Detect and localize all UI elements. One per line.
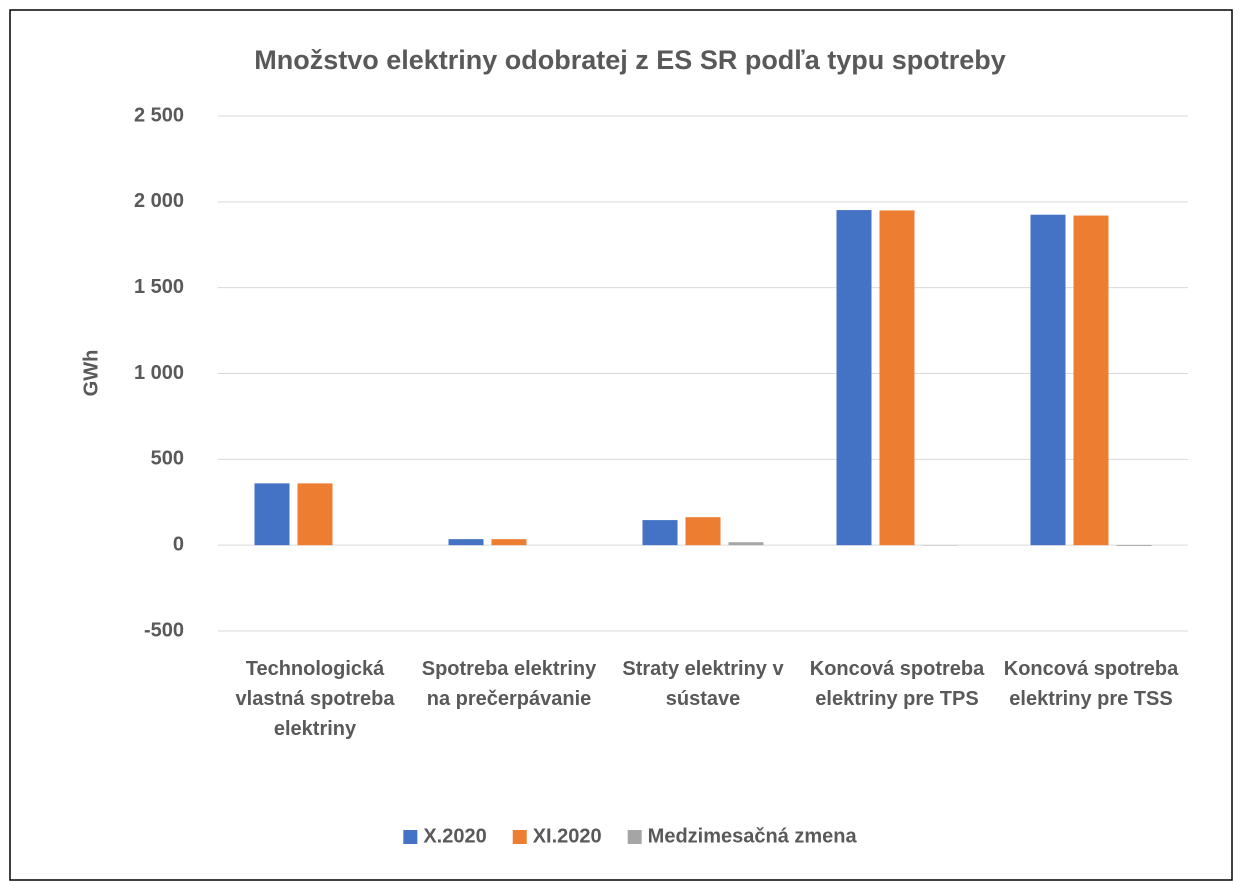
y-tick-label: 500: [151, 448, 184, 470]
y-tick-label: 1 000: [134, 362, 184, 384]
bar: [642, 520, 678, 546]
bar: [254, 483, 290, 546]
x-tick-label: Technologická vlastná spotreba elektriny: [235, 658, 395, 740]
legend-swatch: [403, 830, 418, 844]
bar: [491, 539, 527, 546]
bar: [879, 210, 915, 546]
x-tick-label: Koncová spotreba elektriny pre TSS: [1003, 658, 1179, 710]
chart-title: Množstvo elektriny odobratej z ES SR pod…: [254, 45, 1006, 75]
x-tick-label: Koncová spotreba elektriny pre TPS: [809, 658, 985, 710]
bar: [836, 210, 872, 546]
y-tick-label: 0: [173, 533, 184, 555]
legend-swatch: [512, 830, 527, 844]
y-tick-label: -500: [144, 619, 184, 641]
y-tick-label: 1 500: [134, 276, 184, 298]
chart-border: [9, 9, 1233, 881]
legend-label: Medzimesačná zmena: [648, 825, 858, 847]
legend-label: XI.2020: [533, 825, 602, 847]
bar: [1116, 545, 1152, 547]
legend-label: X.2020: [423, 825, 486, 847]
y-axis-label: GWh: [80, 350, 102, 397]
y-tick-label: 2 000: [134, 190, 184, 212]
bar: [448, 539, 484, 546]
x-tick-label: Spotreba elektriny na prečerpávanie: [421, 658, 597, 710]
y-tick-label: 2 500: [134, 104, 184, 126]
bar: [1073, 215, 1109, 546]
legend-swatch: [627, 830, 642, 844]
bar: [685, 517, 721, 546]
bar: [1030, 214, 1066, 546]
x-tick-label: Straty elektriny v sústave: [622, 658, 784, 710]
bar: [728, 542, 764, 546]
bar: [297, 483, 333, 546]
